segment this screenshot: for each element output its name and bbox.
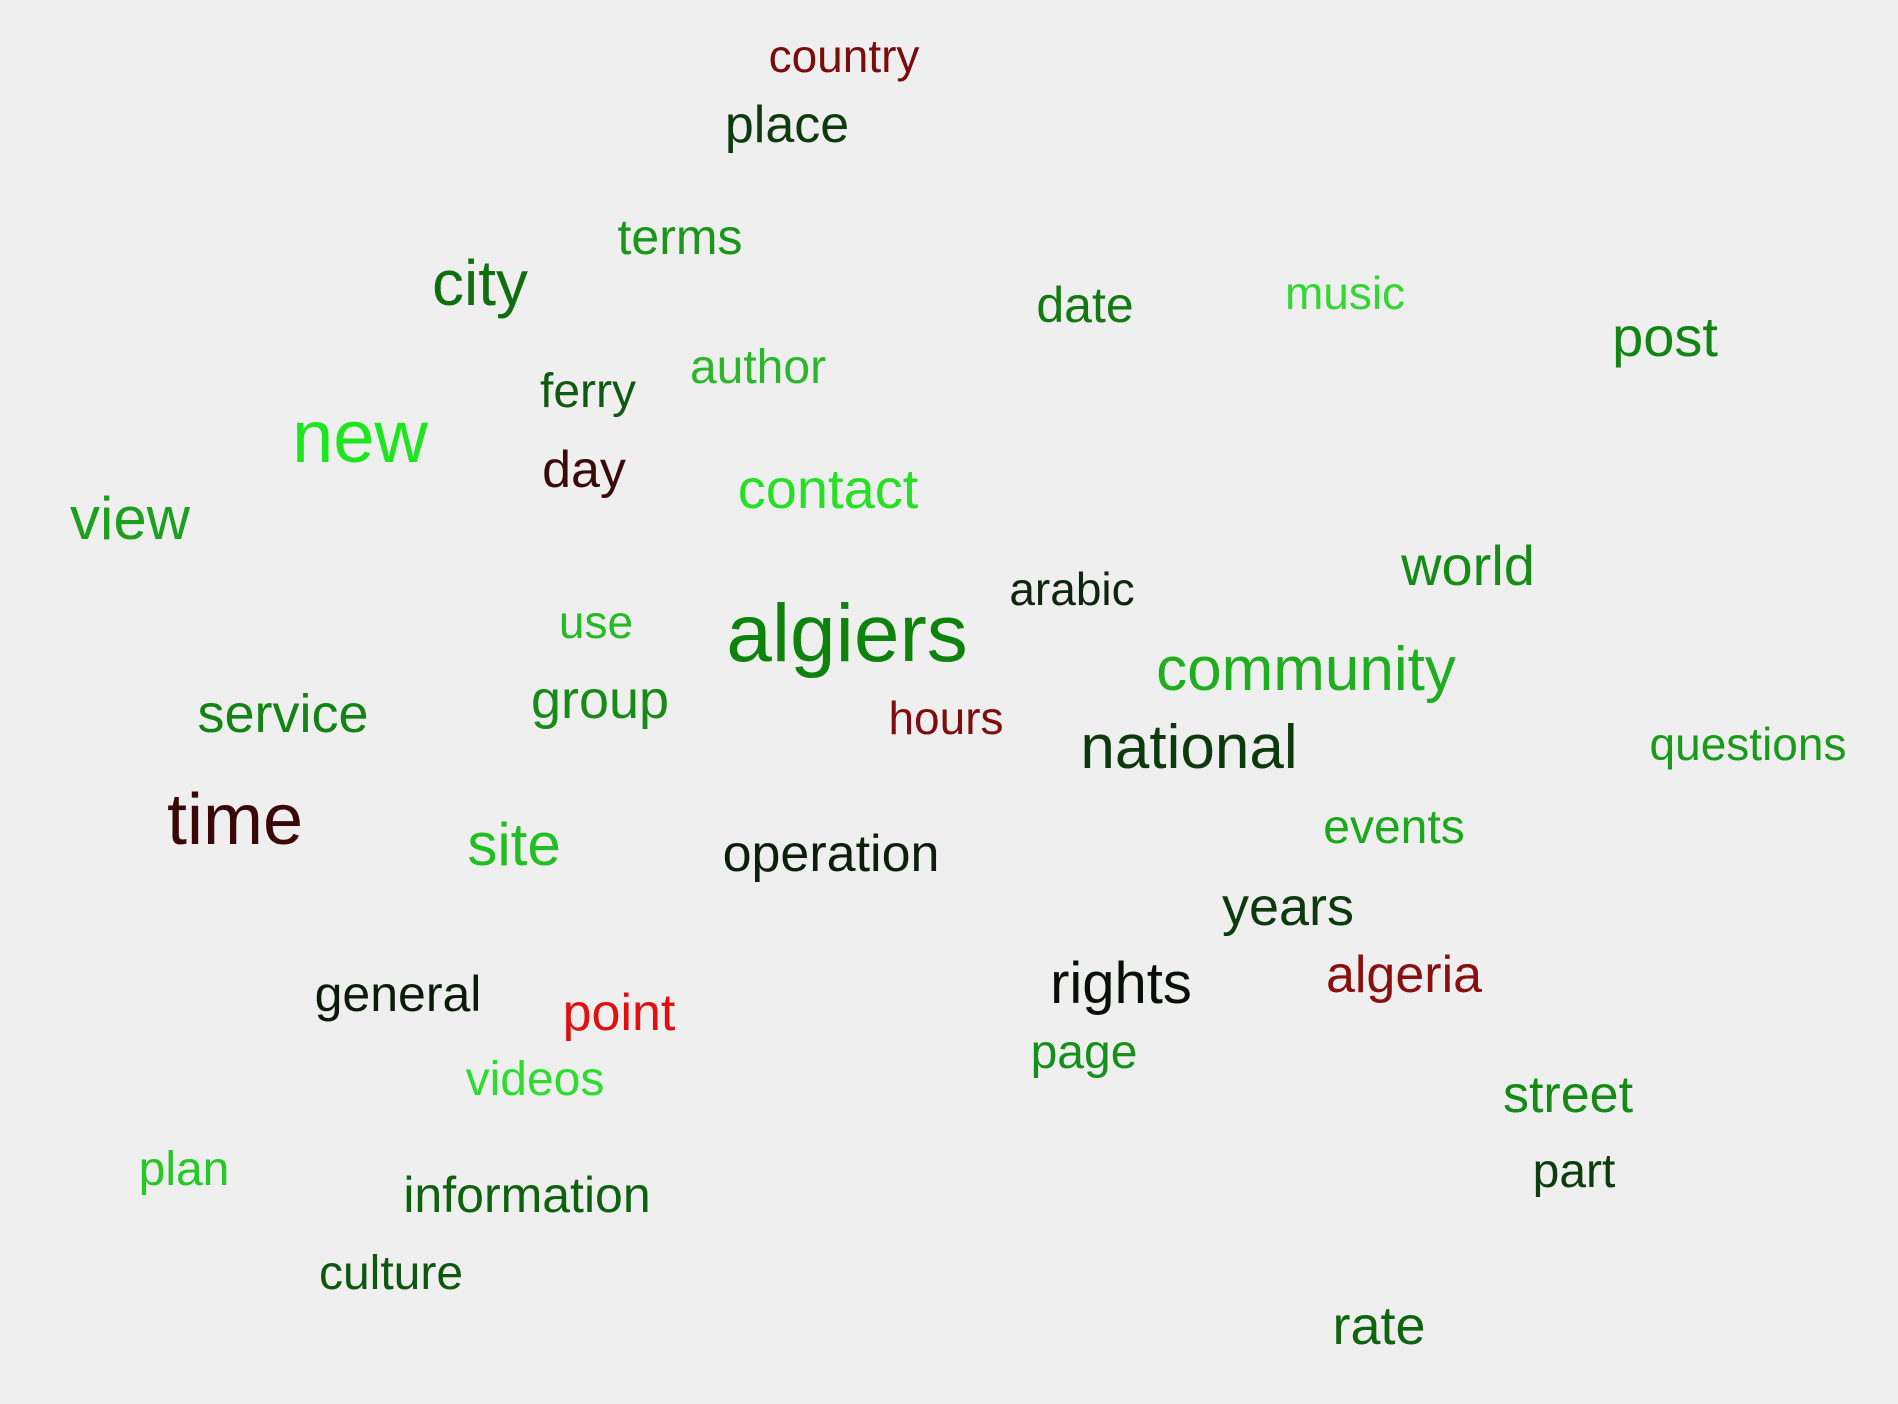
- word-plan: plan: [138, 1143, 230, 1196]
- word-events: events: [1323, 801, 1465, 854]
- word-date: date: [1036, 277, 1134, 333]
- word-street: street: [1502, 1066, 1634, 1124]
- word-place: place: [724, 96, 850, 154]
- word-culture: culture: [318, 1247, 464, 1300]
- word-part: part: [1532, 1145, 1616, 1198]
- word-algiers: algiers: [726, 588, 968, 679]
- word-author: author: [689, 341, 827, 394]
- word-time: time: [166, 780, 304, 860]
- word-videos: videos: [465, 1053, 605, 1106]
- word-site: site: [467, 811, 561, 878]
- word-hours: hours: [888, 692, 1004, 744]
- word-city: city: [432, 247, 528, 319]
- word-country: country: [768, 30, 920, 82]
- word-point: point: [562, 984, 676, 1042]
- word-view: view: [69, 485, 191, 552]
- word-national: national: [1080, 713, 1298, 782]
- word-years: years: [1221, 877, 1355, 937]
- word-operation: operation: [722, 825, 940, 883]
- word-contact: contact: [737, 457, 919, 520]
- word-arabic: arabic: [1009, 563, 1135, 615]
- word-use: use: [558, 596, 634, 648]
- word-terms: terms: [617, 209, 743, 265]
- word-day: day: [542, 441, 626, 499]
- word-community: community: [1156, 635, 1456, 704]
- word-information: information: [403, 1167, 651, 1223]
- word-page: page: [1030, 1026, 1138, 1079]
- word-questions: questions: [1649, 718, 1847, 770]
- word-ferry: ferry: [540, 365, 636, 418]
- word-rights: rights: [1050, 951, 1192, 1016]
- word-new: new: [292, 395, 428, 478]
- word-algeria: algeria: [1325, 946, 1483, 1004]
- word-general: general: [314, 966, 482, 1022]
- word-rate: rate: [1332, 1296, 1426, 1356]
- word-group: group: [530, 670, 670, 730]
- word-post: post: [1612, 305, 1718, 368]
- word-music: music: [1284, 267, 1406, 319]
- word-world: world: [1401, 534, 1535, 597]
- word-service: service: [197, 684, 369, 744]
